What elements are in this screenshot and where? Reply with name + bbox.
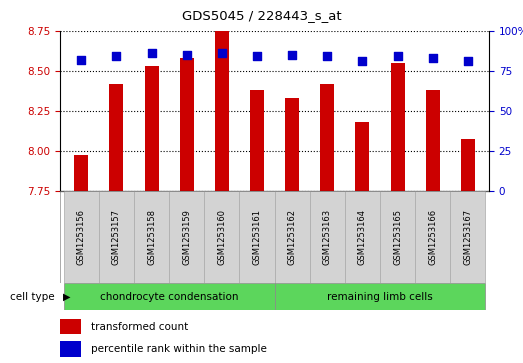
Text: GSM1253161: GSM1253161 [253,209,262,265]
Point [358,58,367,64]
Bar [250,90,264,191]
Text: GSM1253162: GSM1253162 [288,209,297,265]
Bar [380,191,415,283]
Bar [426,90,440,191]
Text: chondrocyte condensation: chondrocyte condensation [100,292,238,302]
Bar [310,191,345,283]
Point [288,52,297,58]
Text: transformed count: transformed count [91,322,188,332]
Bar [275,191,310,283]
Bar [109,83,123,191]
Point [393,53,402,59]
Bar [320,83,334,191]
Text: GSM1253157: GSM1253157 [112,209,121,265]
Bar [240,191,275,283]
Bar [391,63,405,191]
Text: GSM1253158: GSM1253158 [147,209,156,265]
Bar [415,191,450,283]
Bar [275,283,485,310]
Point [323,53,332,59]
Bar [285,98,299,191]
Bar [356,122,369,191]
Text: cell type: cell type [10,292,55,302]
Bar [450,191,485,283]
Bar [461,139,475,191]
Text: GDS5045 / 228443_s_at: GDS5045 / 228443_s_at [181,9,342,22]
Bar [60,341,81,357]
Bar [99,191,134,283]
Point [428,55,437,61]
Point [147,50,156,56]
Text: GSM1253156: GSM1253156 [77,209,86,265]
Text: GSM1253159: GSM1253159 [182,209,191,265]
Bar [134,191,169,283]
Point [218,50,226,56]
Bar [169,191,204,283]
Point [112,53,121,59]
Text: GSM1253167: GSM1253167 [463,209,472,265]
Point [183,52,191,58]
Bar [64,191,99,283]
Point [77,57,85,62]
Text: GSM1253166: GSM1253166 [428,209,437,265]
Text: GSM1253160: GSM1253160 [218,209,226,265]
Point [464,58,472,64]
Bar [60,319,81,334]
Bar [144,66,158,191]
Text: ▶: ▶ [63,292,70,302]
Bar [345,191,380,283]
Bar [204,191,240,283]
Text: remaining limb cells: remaining limb cells [327,292,433,302]
Bar [64,283,275,310]
Text: GSM1253164: GSM1253164 [358,209,367,265]
Bar [215,12,229,191]
Point [253,53,261,59]
Bar [180,58,194,191]
Bar [74,155,88,191]
Text: GSM1253163: GSM1253163 [323,209,332,265]
Text: GSM1253165: GSM1253165 [393,209,402,265]
Text: percentile rank within the sample: percentile rank within the sample [91,344,267,354]
